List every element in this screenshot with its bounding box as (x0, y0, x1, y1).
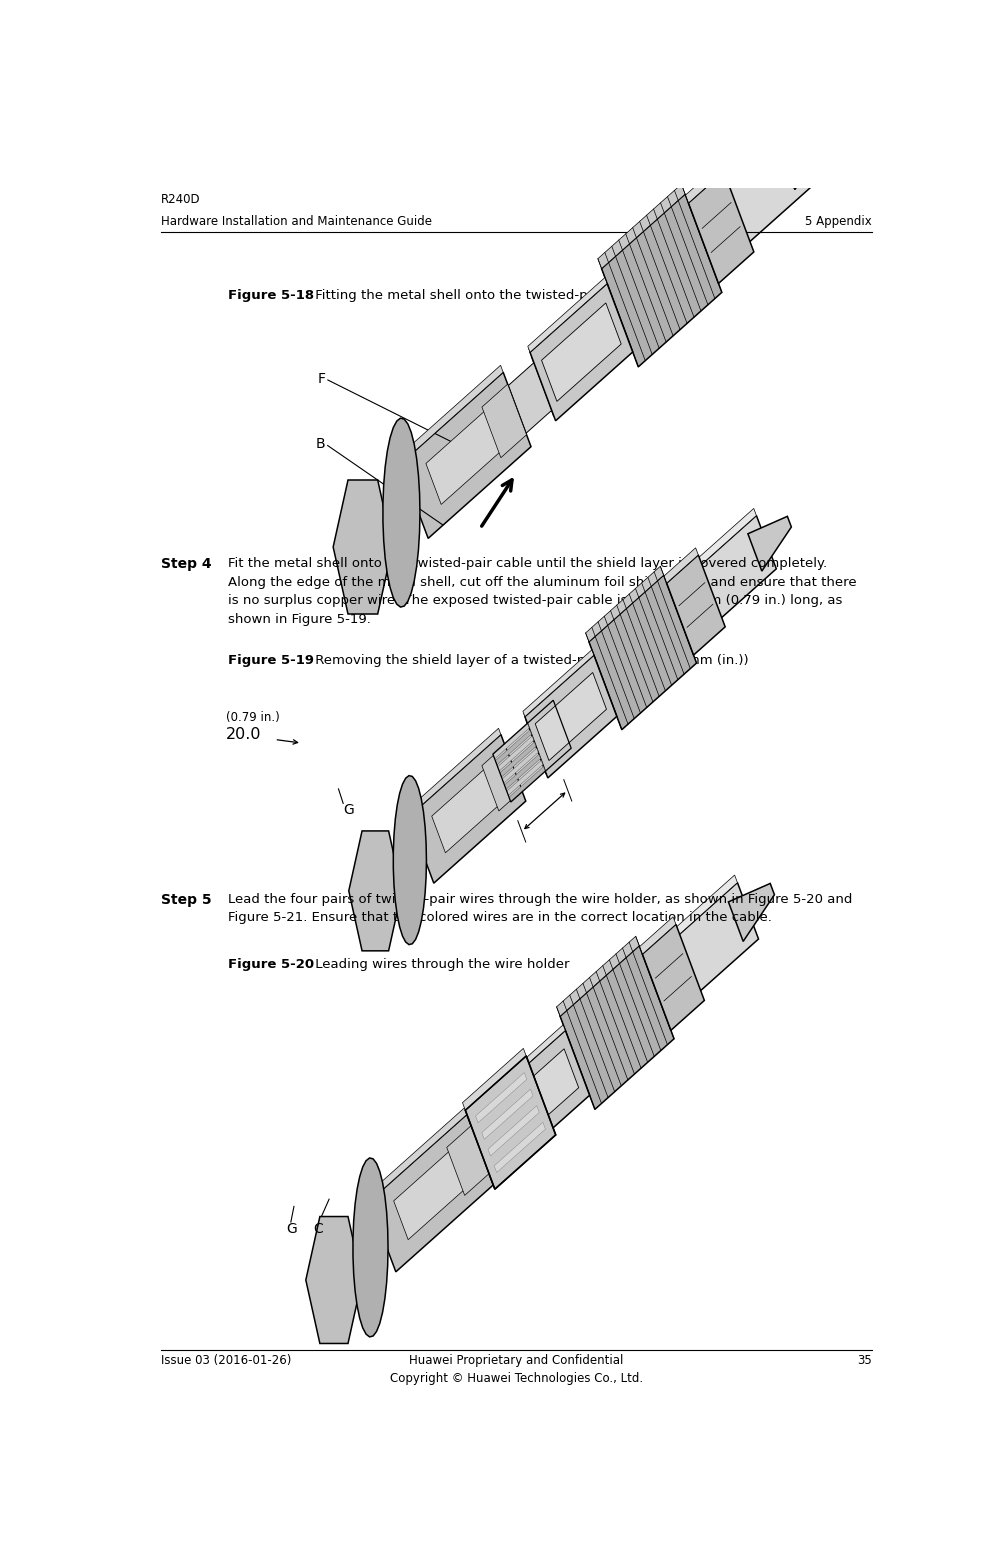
Text: Figure 5-18: Figure 5-18 (228, 290, 313, 302)
Polygon shape (556, 935, 639, 1017)
Polygon shape (531, 127, 811, 417)
Polygon shape (526, 516, 776, 774)
Polygon shape (729, 884, 774, 942)
Polygon shape (504, 754, 540, 790)
Polygon shape (535, 672, 607, 760)
Text: Huawei Proprietary and Confidential: Huawei Proprietary and Confidential (409, 1354, 624, 1366)
Text: (0.79 in.): (0.79 in.) (226, 711, 280, 724)
Polygon shape (383, 418, 420, 606)
Polygon shape (528, 277, 607, 353)
Text: Step 5: Step 5 (161, 893, 212, 907)
Polygon shape (685, 163, 724, 204)
Polygon shape (398, 365, 503, 464)
Polygon shape (495, 730, 531, 765)
Polygon shape (509, 766, 545, 801)
Text: Figure 5-20: Figure 5-20 (228, 957, 313, 972)
Polygon shape (524, 508, 756, 721)
Polygon shape (426, 395, 518, 505)
Text: Hardware Installation and Maintenance Guide: Hardware Installation and Maintenance Gu… (161, 215, 432, 229)
Polygon shape (589, 575, 697, 730)
Polygon shape (370, 1114, 493, 1272)
Text: Removing the shield layer of a twisted-pair cable (unit: mm (in.)): Removing the shield layer of a twisted-p… (311, 653, 749, 668)
Polygon shape (507, 760, 543, 796)
Polygon shape (482, 1089, 533, 1139)
Polygon shape (466, 1056, 555, 1189)
Polygon shape (666, 555, 725, 655)
Text: R240D: R240D (161, 193, 201, 205)
Polygon shape (353, 1158, 388, 1337)
Polygon shape (463, 1048, 526, 1109)
Polygon shape (349, 831, 402, 951)
Polygon shape (305, 1216, 362, 1343)
Text: Copyright © Huawei Technologies Co., Ltd.: Copyright © Huawei Technologies Co., Ltd… (390, 1371, 643, 1385)
Polygon shape (530, 284, 633, 422)
Polygon shape (493, 724, 529, 758)
Polygon shape (447, 1125, 489, 1196)
Polygon shape (560, 945, 674, 1109)
Polygon shape (508, 362, 551, 432)
Polygon shape (492, 1031, 590, 1161)
Polygon shape (367, 1108, 467, 1202)
Polygon shape (602, 194, 722, 367)
Text: 20.0: 20.0 (226, 727, 261, 743)
Text: Lead the four pairs of twisted-pair wires through the wire holder, as shown in F: Lead the four pairs of twisted-pair wire… (228, 893, 852, 925)
Polygon shape (431, 755, 514, 852)
Polygon shape (779, 128, 828, 190)
Polygon shape (523, 650, 594, 716)
Polygon shape (488, 1106, 539, 1156)
Polygon shape (490, 1025, 565, 1095)
Text: F: F (318, 371, 326, 385)
Polygon shape (541, 302, 621, 401)
Polygon shape (500, 743, 536, 777)
Polygon shape (482, 746, 522, 812)
Polygon shape (482, 384, 526, 458)
Polygon shape (688, 171, 754, 284)
Text: Step 4: Step 4 (161, 558, 212, 572)
Polygon shape (502, 747, 538, 784)
Polygon shape (586, 566, 663, 642)
Polygon shape (498, 736, 533, 771)
Text: C: C (313, 1222, 324, 1236)
Polygon shape (640, 917, 676, 954)
Polygon shape (503, 1048, 579, 1142)
Polygon shape (406, 729, 501, 816)
Polygon shape (494, 1122, 545, 1172)
Text: Figure 5-19: Figure 5-19 (228, 653, 313, 668)
Polygon shape (642, 925, 705, 1031)
Polygon shape (664, 548, 699, 583)
Polygon shape (393, 776, 426, 945)
Polygon shape (525, 655, 617, 777)
Text: Fit the metal shell onto the twisted-pair cable until the shield layer is covere: Fit the metal shell onto the twisted-pai… (228, 558, 856, 625)
Text: Leading wires through the wire holder: Leading wires through the wire holder (311, 957, 570, 972)
Text: G: G (343, 804, 354, 818)
Polygon shape (494, 882, 759, 1156)
Polygon shape (476, 1072, 527, 1124)
Polygon shape (394, 1136, 481, 1239)
Text: Issue 03 (2016-01-26): Issue 03 (2016-01-26) (161, 1354, 291, 1366)
Polygon shape (505, 726, 544, 790)
Text: 5 Appendix: 5 Appendix (805, 215, 872, 229)
Polygon shape (409, 735, 526, 884)
Polygon shape (598, 185, 685, 268)
Polygon shape (400, 373, 531, 539)
Polygon shape (334, 480, 392, 614)
Polygon shape (529, 119, 788, 357)
Text: G: G (286, 1222, 297, 1236)
Polygon shape (472, 1105, 513, 1172)
Text: 35: 35 (857, 1354, 872, 1366)
Polygon shape (491, 874, 738, 1100)
Text: B: B (316, 437, 326, 451)
Text: Fitting the metal shell onto the twisted-pair cable: Fitting the metal shell onto the twisted… (311, 290, 645, 302)
Polygon shape (748, 517, 791, 570)
